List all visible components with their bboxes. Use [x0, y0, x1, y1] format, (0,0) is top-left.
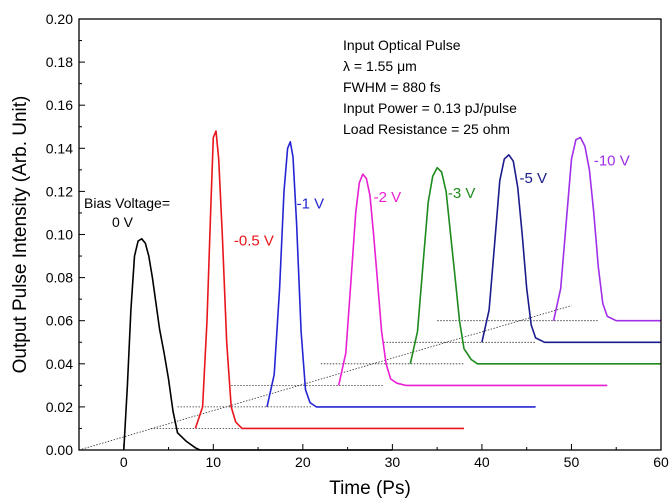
annotation-wavelength: λ = 1.55 μm	[343, 58, 417, 74]
series-label-3: -2 V	[374, 189, 402, 206]
y-tick-label: 0.06	[46, 313, 73, 329]
y-axis: 0.00 0.02 0.04 0.06 0.08 0.10 0.12 0.14 0.16 0.18…	[46, 11, 85, 458]
series-line-6	[552, 136, 661, 322]
y-tick-label: 0.20	[46, 11, 73, 27]
x-tick-label: 40	[474, 454, 490, 470]
x-tick-label: 20	[295, 454, 311, 470]
y-tick-label: 0.04	[46, 356, 73, 372]
series-line-0	[123, 238, 393, 451]
bias-voltage-label: Bias Voltage=	[84, 195, 170, 211]
series-labels: -0.5 V -1 V -2 V -3 V -5 V -10 V	[234, 153, 630, 250]
x-axis-title: Time (Ps)	[329, 478, 411, 499]
y-tick-label: 0.14	[46, 140, 73, 156]
y-tick-label: 0.00	[46, 442, 73, 458]
x-tick-label: 60	[653, 454, 669, 470]
annotation-fwhm: FWHM = 880 fs	[343, 79, 441, 95]
y-tick-label: 0.02	[46, 399, 73, 415]
x-tick-label: 30	[385, 454, 401, 470]
series-line-1	[194, 130, 464, 430]
series-line-2	[266, 141, 536, 408]
series-line-4	[409, 166, 661, 365]
series-label-4: -3 V	[448, 185, 476, 202]
series-label-6: -10 V	[594, 153, 630, 170]
x-tick-label: 50	[564, 454, 580, 470]
series-label-2: -1 V	[297, 196, 325, 213]
x-tick-label: 10	[206, 454, 222, 470]
series-line-5	[481, 154, 661, 344]
series-label-1: -0.5 V	[234, 232, 274, 249]
x-axis: 0 10 20 30 40 50 60	[78, 444, 669, 470]
y-tick-label: 0.18	[46, 54, 73, 70]
y-tick-label: 0.12	[46, 183, 73, 199]
annotation-load-resistance: Load Resistance = 25 ohm	[343, 121, 510, 137]
y-tick-label: 0.10	[46, 227, 73, 243]
annotation-block: Input Optical Pulse λ = 1.55 μm FWHM = 8…	[343, 37, 517, 137]
y-axis-title: Output Pulse Intensity (Arb. Unit)	[10, 96, 31, 374]
series-group	[123, 130, 661, 451]
x-tick-label: 0	[120, 454, 128, 470]
series-line-3	[337, 173, 608, 387]
series-label-5: -5 V	[520, 170, 548, 187]
y-tick-label: 0.08	[46, 270, 73, 286]
bias-voltage-value: 0 V	[112, 214, 134, 230]
annotation-input-power: Input Power = 0.13 pJ/pulse	[343, 100, 517, 116]
y-tick-label: 0.16	[46, 97, 73, 113]
annotation-header: Input Optical Pulse	[343, 37, 461, 53]
